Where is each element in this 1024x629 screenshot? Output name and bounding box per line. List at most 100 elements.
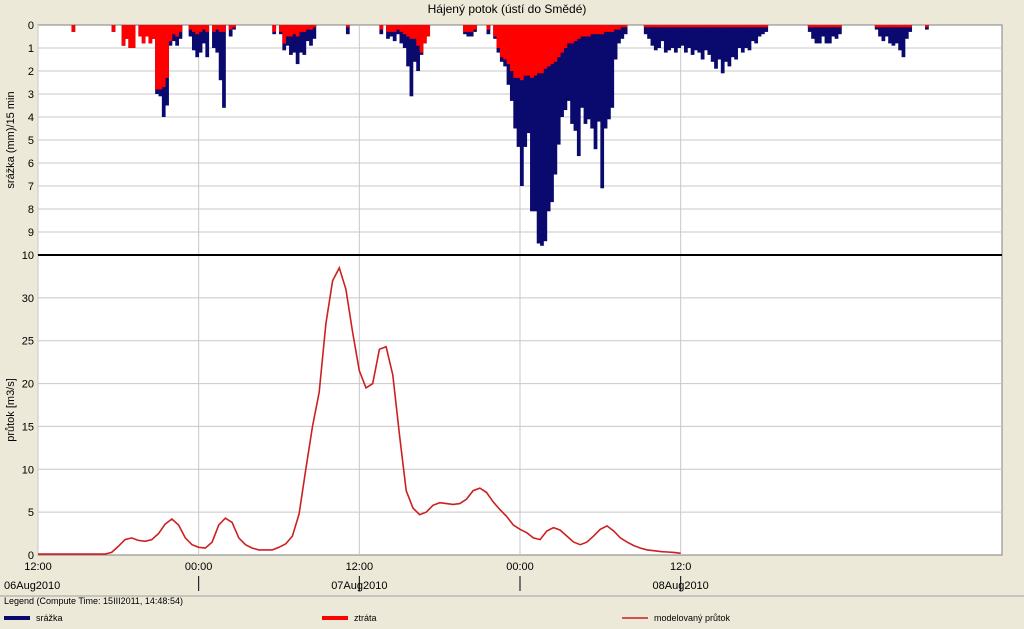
precip-bar: [202, 25, 206, 30]
precip-bar: [647, 25, 651, 39]
precip-bar: [543, 25, 548, 69]
precip-bar: [222, 25, 226, 32]
precip-bar: [279, 25, 283, 32]
precip-bar: [603, 25, 608, 32]
precip-bar: [690, 25, 695, 55]
precip-bar: [560, 25, 564, 53]
precip-bar: [138, 25, 143, 37]
precip-bar: [533, 25, 538, 212]
precip-bar: [657, 25, 661, 48]
precip-bar: [744, 25, 749, 48]
precip-bar: [607, 25, 611, 120]
precip-bar: [898, 25, 902, 28]
precip-bar: [158, 25, 163, 90]
precip-bar: [878, 25, 882, 28]
precip-bar: [623, 25, 628, 35]
precip-bar: [620, 25, 625, 28]
precip-bar: [596, 25, 601, 35]
precip-bar: [406, 25, 410, 37]
precip-bar: [503, 25, 508, 60]
precip-bar: [724, 25, 728, 28]
precip-bar: [590, 25, 595, 129]
precip-bar: [175, 25, 179, 37]
precip-bar: [570, 25, 574, 124]
precip-bar: [416, 25, 420, 71]
precip-bar: [426, 25, 431, 37]
precip-bar: [580, 25, 584, 108]
precip-bar: [295, 25, 300, 65]
precip-bar: [894, 25, 899, 28]
precip-bar: [673, 25, 678, 28]
precip-bar: [198, 25, 203, 32]
x-tick-time-label: 00:00: [185, 561, 213, 573]
precip-bar: [556, 25, 561, 58]
precip-bar: [178, 25, 183, 32]
precip-bar: [908, 25, 913, 28]
precip-bar: [734, 25, 738, 28]
precip-bar: [764, 25, 769, 32]
precip-bar: [684, 25, 688, 53]
precip-bar: [901, 25, 906, 58]
precip-bar: [720, 25, 725, 28]
precip-bar: [680, 25, 685, 46]
precip-bar: [617, 25, 621, 44]
precip-bar: [121, 25, 126, 46]
precip-bar: [523, 25, 528, 76]
precip-bar: [469, 25, 474, 32]
precip-bar: [710, 25, 715, 28]
precip-bar: [881, 25, 886, 42]
precip-bar: [620, 25, 625, 39]
precip-bar: [576, 25, 581, 39]
precip-bar: [402, 25, 407, 48]
precip-bar: [516, 25, 521, 78]
precip-bar: [717, 25, 722, 60]
precip-bar: [750, 25, 755, 42]
precip-bar: [720, 25, 725, 74]
precip-bar: [727, 25, 732, 28]
precip-bar: [289, 25, 293, 37]
precip-bar: [707, 25, 712, 28]
precip-bar: [583, 25, 588, 124]
precip-bar: [874, 25, 879, 28]
legend-items: srážka ztráta modelovaný průtok: [4, 613, 731, 623]
precip-bar: [761, 25, 765, 35]
precip-bar: [198, 25, 203, 53]
precip-bar: [302, 25, 307, 32]
precip-bar: [837, 25, 842, 28]
precip-bar: [657, 25, 661, 28]
precip-y-tick-label: 5: [28, 135, 34, 147]
chart-title: Hájený potok (ústí do Smědé): [428, 2, 587, 16]
precip-bar: [205, 25, 210, 32]
precip-bar: [573, 25, 578, 131]
precip-bar: [513, 25, 518, 78]
precip-bar: [724, 25, 728, 62]
precip-bar: [282, 25, 287, 44]
legend-label: srážka: [36, 613, 63, 623]
precip-bar: [416, 25, 420, 46]
legend-label: ztráta: [354, 613, 377, 623]
precip-y-tick-label: 6: [28, 158, 34, 170]
precip-bar: [761, 25, 765, 28]
precip-bar: [560, 25, 564, 117]
precip-bar: [228, 25, 233, 37]
time-axis: 12:00 06Aug2010 00:00 12:00 07Aug2010 00:00 12…: [4, 561, 709, 592]
precip-bar: [496, 25, 501, 48]
precip-bar: [151, 25, 156, 39]
precip-bar: [807, 25, 812, 28]
precip-bar: [191, 25, 196, 32]
legend-label: modelovaný průtok: [654, 613, 731, 623]
precip-bar: [827, 25, 832, 28]
precip-bar: [493, 25, 497, 37]
legend: Legend (Compute Time: 15III2011, 14:48:5…: [0, 595, 1024, 623]
flow-y-tick-label: 10: [22, 464, 34, 476]
precip-bar: [596, 25, 601, 122]
precip-bar: [700, 25, 705, 28]
precip-bar: [309, 25, 313, 30]
precip-bar: [205, 25, 210, 58]
precip-bar: [499, 25, 504, 58]
precip-bar: [607, 25, 611, 32]
flow-y-tick-label: 25: [22, 336, 34, 348]
flow-panel: 0 5 10 15 20 25 30 průtok [m3/s]: [5, 254, 1003, 562]
precip-bar: [168, 25, 173, 42]
